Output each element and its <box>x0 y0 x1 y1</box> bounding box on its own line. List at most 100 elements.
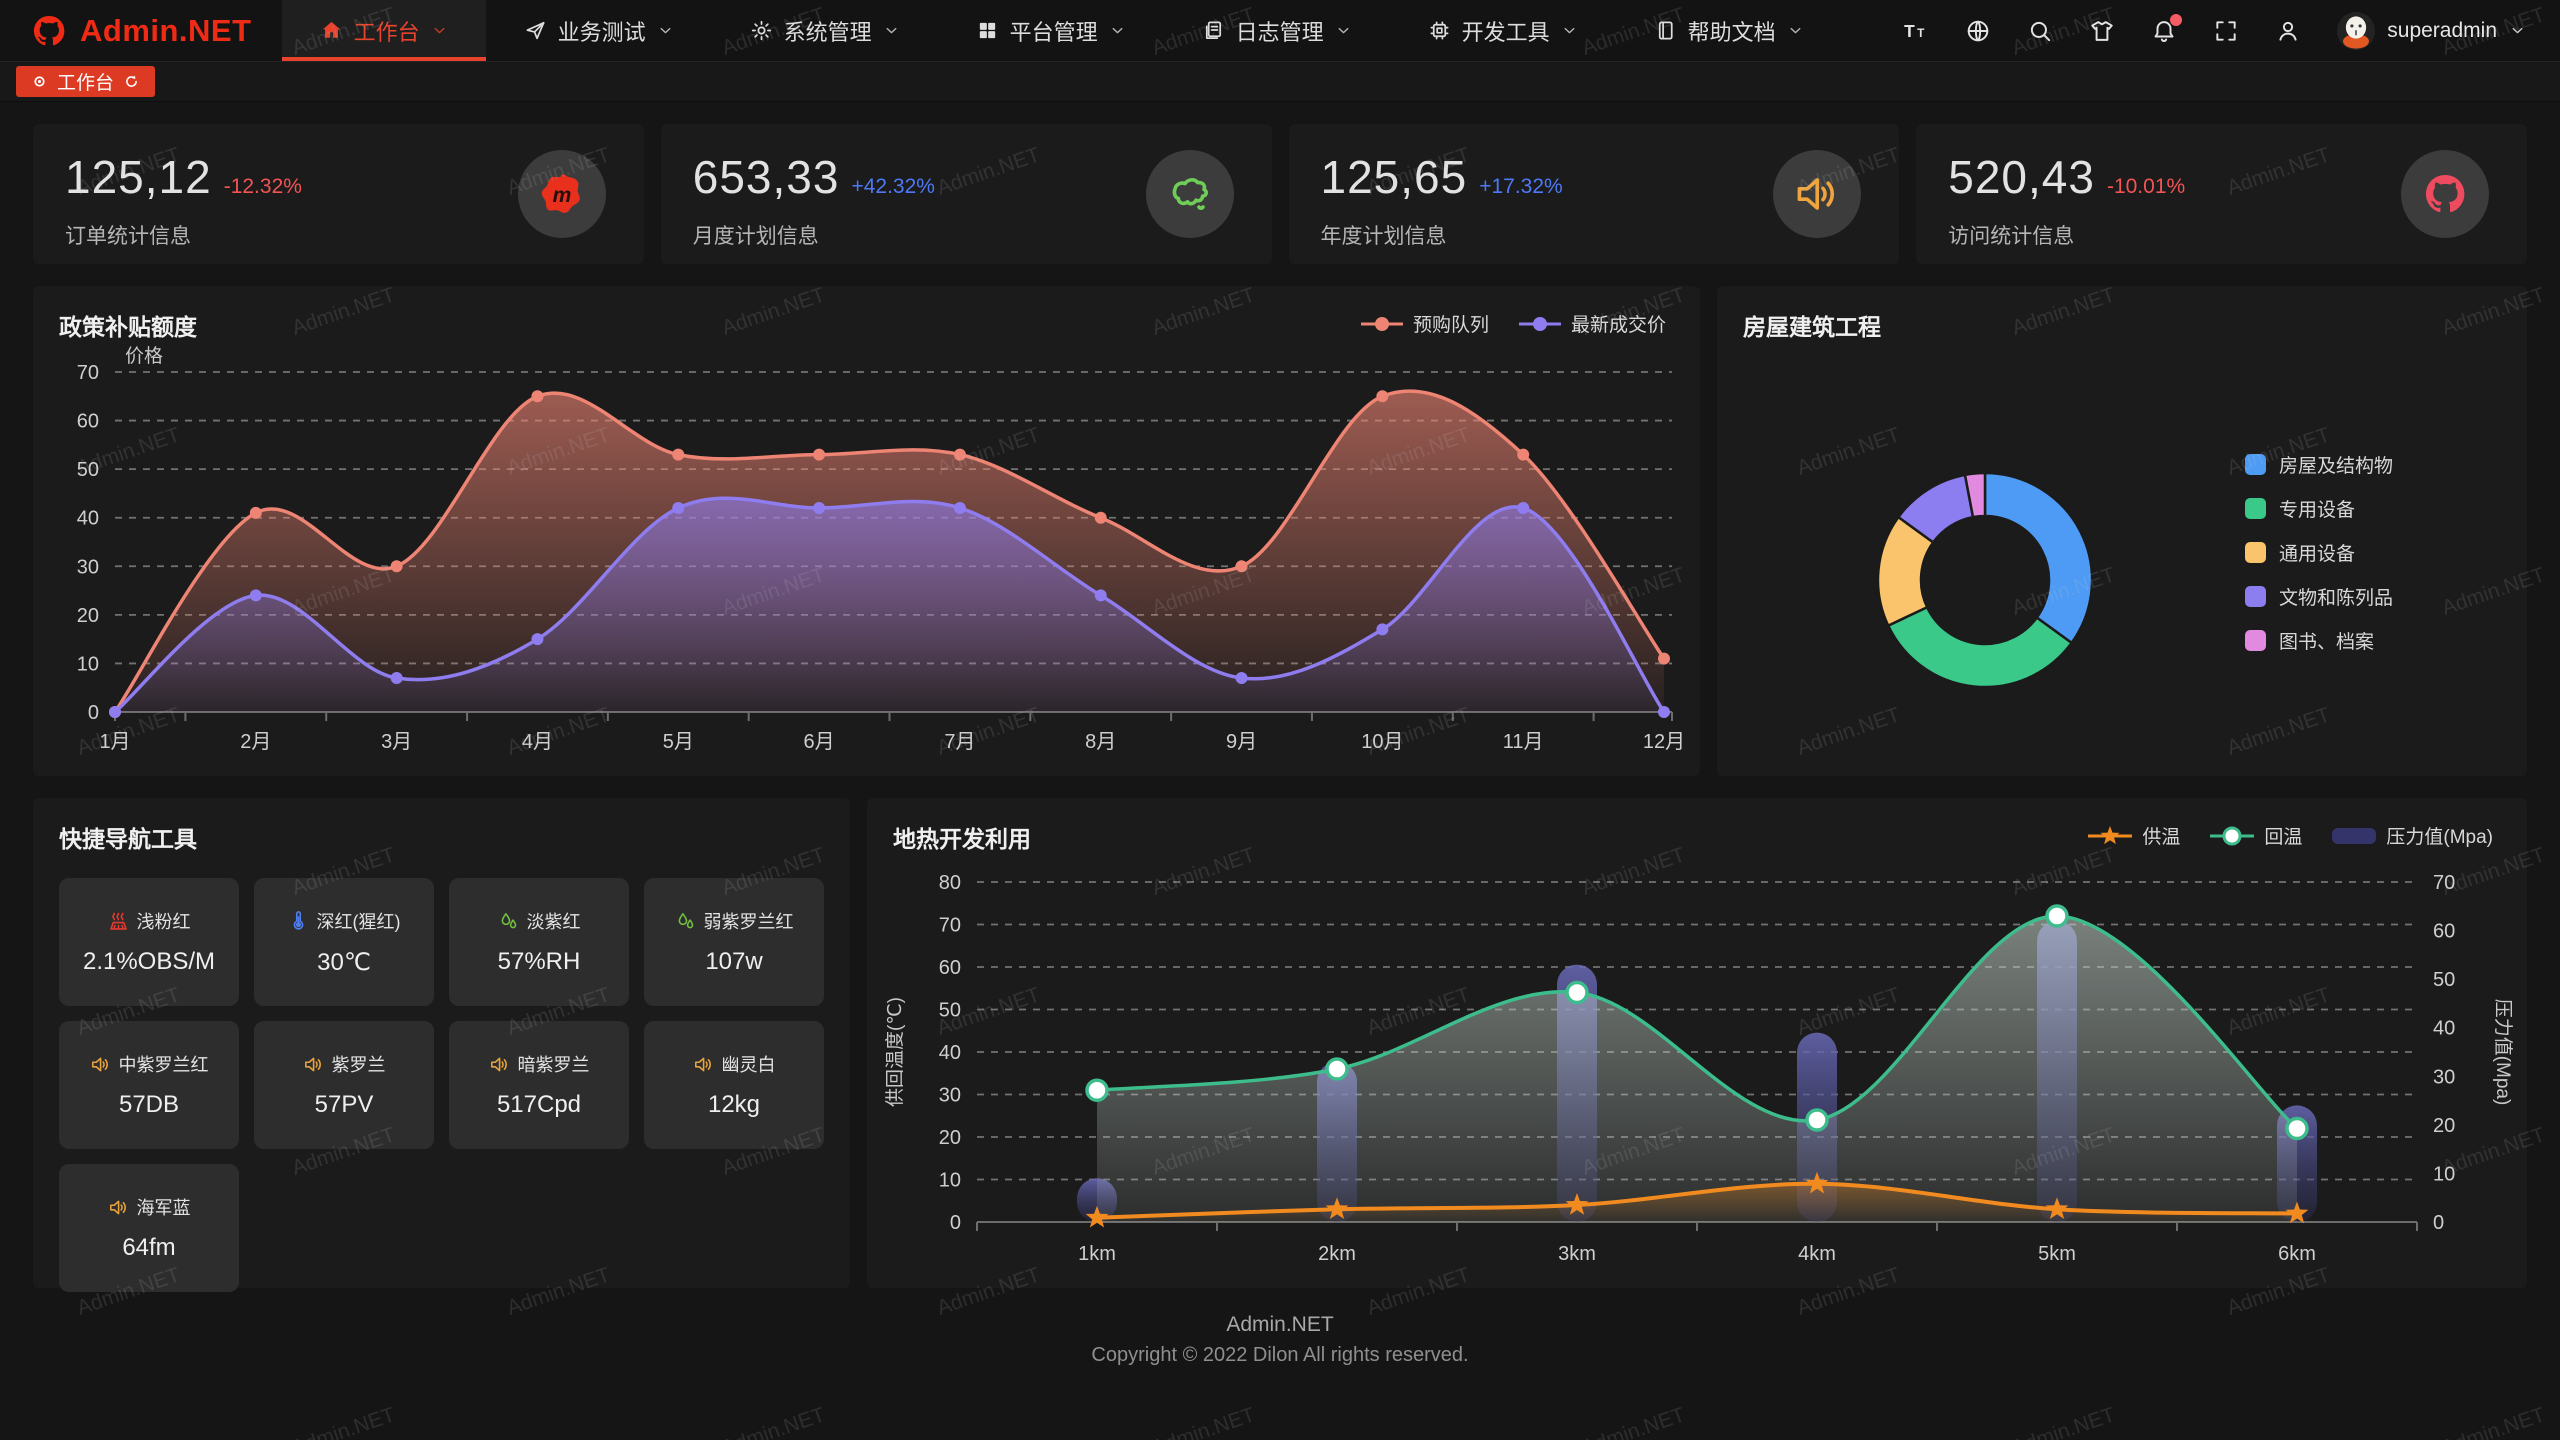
thermometer-icon <box>288 910 309 931</box>
quick-nav-head: 中紫罗兰红 <box>90 1051 209 1077</box>
legend-item-1[interactable]: 最新成交价 <box>1518 310 1666 337</box>
nav-item-label: 开发工具 <box>1461 19 1550 45</box>
housing-donut-chart <box>1876 471 2094 689</box>
svg-text:70: 70 <box>77 362 99 384</box>
svg-text:0: 0 <box>950 1212 961 1234</box>
donut-legend-item-1[interactable]: 专用设备 <box>2245 495 2393 522</box>
svg-text:40: 40 <box>939 1042 961 1064</box>
chart1-legend: 预购队列 最新成交价 <box>1360 310 1666 337</box>
quick-nav-button-7[interactable]: 幽灵白 12kg <box>644 1021 824 1149</box>
page-footer: Admin.NET Copyright © 2022 Dilon All rig… <box>33 1310 2527 1370</box>
svg-text:T: T <box>1904 20 1915 40</box>
quick-nav-label: 海军蓝 <box>136 1198 191 1218</box>
legend-marker-icon <box>1360 316 1403 331</box>
svg-text:40: 40 <box>77 508 99 530</box>
svg-text:7月: 7月 <box>944 731 975 753</box>
search-icon[interactable] <box>2027 18 2053 44</box>
svg-text:价格: 价格 <box>125 345 163 367</box>
speaker-icon <box>693 1054 714 1075</box>
tab-label: 工作台 <box>57 73 115 94</box>
geothermal-legend-item-1[interactable]: 回温 <box>2210 822 2302 849</box>
nav-item-log-manage[interactable]: 日志管理 <box>1164 0 1390 61</box>
nav-item-platform-manage[interactable]: 平台管理 <box>938 0 1164 61</box>
donut-legend-item-3[interactable]: 文物和陈列品 <box>2245 583 2393 610</box>
stat-delta: -12.32% <box>223 175 302 198</box>
user-menu[interactable]: superadmin <box>2337 11 2526 50</box>
svg-text:60: 60 <box>939 957 961 979</box>
quick-nav-head: 深红(猩红) <box>288 908 401 934</box>
fullscreen-icon[interactable] <box>2213 18 2239 44</box>
nav-item-workbench[interactable]: 工作台 <box>281 0 486 61</box>
chevron-down-icon <box>2509 22 2526 39</box>
brand-logo[interactable]: Admin.NET <box>0 0 282 61</box>
user-icon[interactable] <box>2275 18 2301 44</box>
svg-text:3月: 3月 <box>381 731 412 753</box>
quick-nav-button-2[interactable]: 淡紫红 57%RH <box>449 878 629 1006</box>
stat-card-0: 125,12 -12.32% 订单统计信息 m <box>33 124 644 264</box>
speaker-icon <box>489 1054 510 1075</box>
speaker-icon <box>303 1054 324 1075</box>
svg-text:2月: 2月 <box>240 731 271 753</box>
quick-nav-button-6[interactable]: 暗紫罗兰 517Cpd <box>449 1021 629 1149</box>
geothermal-legend-item-2[interactable]: 压力值(Mpa) <box>2332 822 2493 849</box>
svg-text:60: 60 <box>2433 921 2455 943</box>
donut-legend-item-4[interactable]: 图书、档案 <box>2245 627 2393 654</box>
svg-text:11月: 11月 <box>1503 731 1544 753</box>
quick-nav-button-3[interactable]: 弱紫罗兰红 107w <box>644 878 824 1006</box>
nav-item-label: 平台管理 <box>1009 19 1098 45</box>
doc-icon <box>1202 19 1225 42</box>
language-icon[interactable] <box>1965 18 1991 44</box>
nav-item-business-test[interactable]: 业务测试 <box>486 0 712 61</box>
octocat-icon <box>2421 170 2469 218</box>
book-icon <box>1654 19 1677 42</box>
legend-circle-icon <box>2210 826 2255 845</box>
donut-legend-item-0[interactable]: 房屋及结构物 <box>2245 451 2393 478</box>
svg-text:4km: 4km <box>1798 1243 1836 1265</box>
quick-nav-head: 海军蓝 <box>108 1194 191 1220</box>
svg-text:压力值(Mpa): 压力值(Mpa) <box>2492 999 2514 1106</box>
send-icon <box>524 19 547 42</box>
svg-text:20: 20 <box>2433 1115 2455 1137</box>
legend-swatch <box>2245 454 2266 475</box>
svg-text:80: 80 <box>939 872 961 894</box>
quick-nav-label: 暗紫罗兰 <box>517 1055 590 1075</box>
quick-nav-label: 浅粉红 <box>136 912 191 932</box>
quick-nav-grid: 浅粉红 2.1%OBS/M 深红(猩红) 30℃ 淡紫红 57%RH 弱紫罗兰红 107w 中紫… <box>33 854 850 1292</box>
refresh-icon[interactable] <box>123 73 140 90</box>
quick-nav-label: 紫罗兰 <box>331 1055 386 1075</box>
panel-title-policy-subsidy: 政策补贴额度 <box>59 314 197 340</box>
theme-icon[interactable] <box>2089 18 2115 44</box>
svg-text:0: 0 <box>88 702 99 724</box>
quick-nav-button-8[interactable]: 海军蓝 64fm <box>59 1164 239 1292</box>
panel-quick-nav: 快捷导航工具 浅粉红 2.1%OBS/M 深红(猩红) 30℃ 淡紫红 57%RH 弱紫罗兰… <box>33 798 850 1292</box>
charts-row-2: 快捷导航工具 浅粉红 2.1%OBS/M 深红(猩红) 30℃ 淡紫红 57%RH 弱紫罗兰… <box>33 798 2527 1292</box>
bell-icon[interactable] <box>2151 13 2183 44</box>
quick-nav-head: 紫罗兰 <box>303 1051 386 1077</box>
quick-nav-button-5[interactable]: 紫罗兰 57PV <box>254 1021 434 1149</box>
topbar-actions: T T superadmin <box>1903 0 2560 61</box>
chevron-down-icon <box>1561 22 1578 39</box>
geothermal-legend-item-0[interactable]: 供温 <box>2088 822 2180 849</box>
nav-item-label: 帮助文档 <box>1687 19 1776 45</box>
nav-item-dev-tools[interactable]: 开发工具 <box>1390 0 1616 61</box>
stat-delta: +17.32% <box>1479 175 1563 198</box>
svg-text:1月: 1月 <box>99 731 130 753</box>
svg-text:40: 40 <box>2433 1018 2455 1040</box>
svg-text:供回温度(℃): 供回温度(℃) <box>884 997 906 1107</box>
quick-nav-button-0[interactable]: 浅粉红 2.1%OBS/M <box>59 878 239 1006</box>
quick-nav-button-1[interactable]: 深红(猩红) 30℃ <box>254 878 434 1006</box>
chip-icon <box>1428 19 1451 42</box>
nav-item-system-manage[interactable]: 系统管理 <box>712 0 938 61</box>
nav-item-help-docs[interactable]: 帮助文档 <box>1616 0 1842 61</box>
quick-nav-button-4[interactable]: 中紫罗兰红 57DB <box>59 1021 239 1149</box>
legend-swatch <box>2245 542 2266 563</box>
legend-item-0[interactable]: 预购队列 <box>1360 310 1489 337</box>
tab-workbench[interactable]: 工作台 <box>16 66 156 97</box>
heater-icon <box>108 911 129 932</box>
legend-label: 房屋及结构物 <box>2279 456 2394 477</box>
donut-legend-item-2[interactable]: 通用设备 <box>2245 539 2393 566</box>
quick-nav-value: 107w <box>705 948 763 975</box>
svg-text:1km: 1km <box>1078 1243 1116 1265</box>
